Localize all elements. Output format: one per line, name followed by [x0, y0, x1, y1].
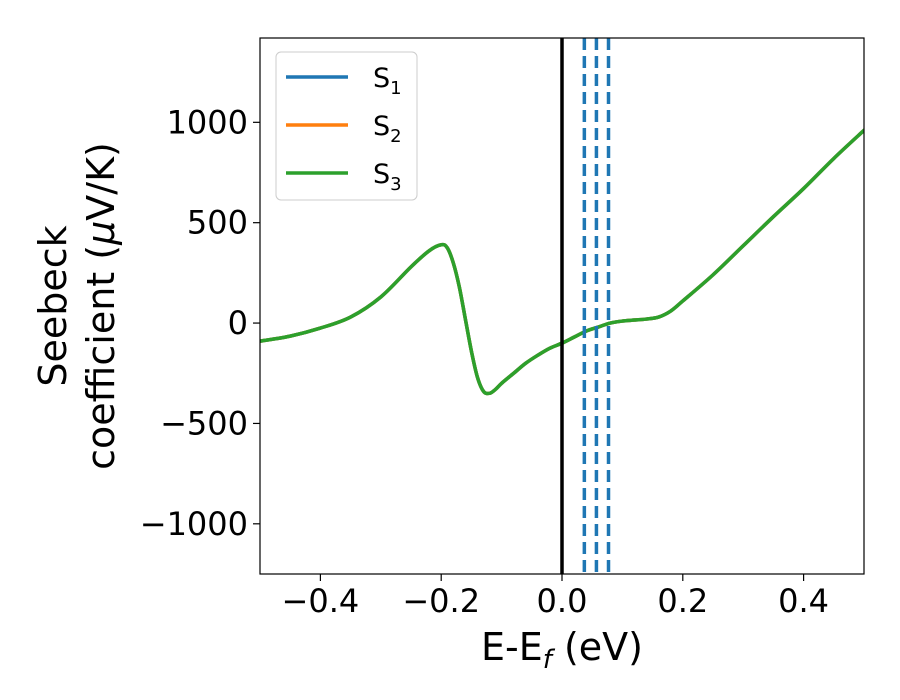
legend-label-3: S3: [373, 159, 402, 195]
x-tick-label: 0.2: [657, 582, 708, 620]
y-tick-label: −1000: [140, 505, 248, 543]
legend: S1 S2 S3: [275, 51, 418, 201]
legend-label-1: S1: [373, 63, 402, 99]
x-axis-label: E-Ef (eV): [481, 625, 643, 675]
series-line-3: [260, 128, 864, 396]
y-tick-label: 500: [187, 204, 248, 242]
x-axis-label-unit: (eV): [552, 625, 643, 669]
y-tick-label: 1000: [167, 103, 248, 141]
x-tick-label: 0.4: [778, 582, 829, 620]
y-axis-label: Seebeck coefficient (μV/K): [31, 142, 123, 470]
plot-area: [260, 38, 864, 574]
y-axis-label-line2: coefficient (μV/K): [79, 142, 123, 470]
y-tick-label: −500: [160, 404, 248, 442]
y-axis-label-line1: Seebeck: [31, 225, 75, 386]
legend-label-2: S2: [373, 111, 402, 147]
axis-ticks: −0.4 −0.2 0.0 0.2 0.4 −1000 −500 0 500 1000: [140, 103, 829, 620]
x-tick-label: 0.0: [537, 582, 588, 620]
x-tick-label: −0.2: [402, 582, 480, 620]
y-tick-label: 0: [228, 304, 248, 342]
x-tick-label: −0.4: [282, 582, 360, 620]
